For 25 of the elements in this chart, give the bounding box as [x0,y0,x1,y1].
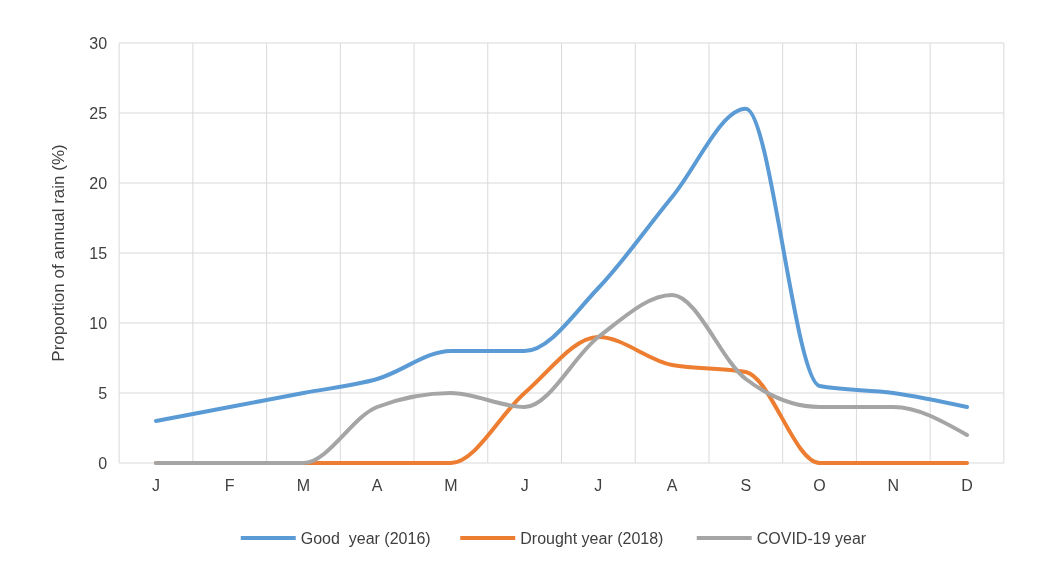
y-tick-label: 30 [89,34,108,52]
x-tick-label: J [152,477,160,494]
y-tick-label: 25 [89,104,108,122]
x-tick-label: M [444,477,458,494]
y-tick-label: 0 [98,454,108,472]
x-tick-label: J [594,477,603,494]
y-tick-label: 5 [98,384,108,402]
x-tick-label: A [666,477,678,494]
x-tick-label: D [961,477,973,494]
x-tick-label: F [224,477,235,494]
x-tick-label: O [813,477,826,494]
legend-label: Drought year (2018) [520,529,664,547]
y-tick-label: 10 [89,314,108,332]
x-tick-label: J [520,477,529,494]
x-tick-label: A [371,477,383,494]
line-series [154,293,969,465]
y-axis-title: Proportion of annual rain (%) [49,144,69,362]
y-tick-label: 15 [89,244,108,262]
y-tick-label: 20 [89,174,108,192]
x-tick-label: N [887,477,900,494]
x-tick-label: M [296,477,311,494]
x-tick-label: S [740,477,752,494]
legend-label: Good year (2016) [300,529,431,547]
legend-label: COVID-19 year [756,529,867,547]
line-series [154,106,969,423]
